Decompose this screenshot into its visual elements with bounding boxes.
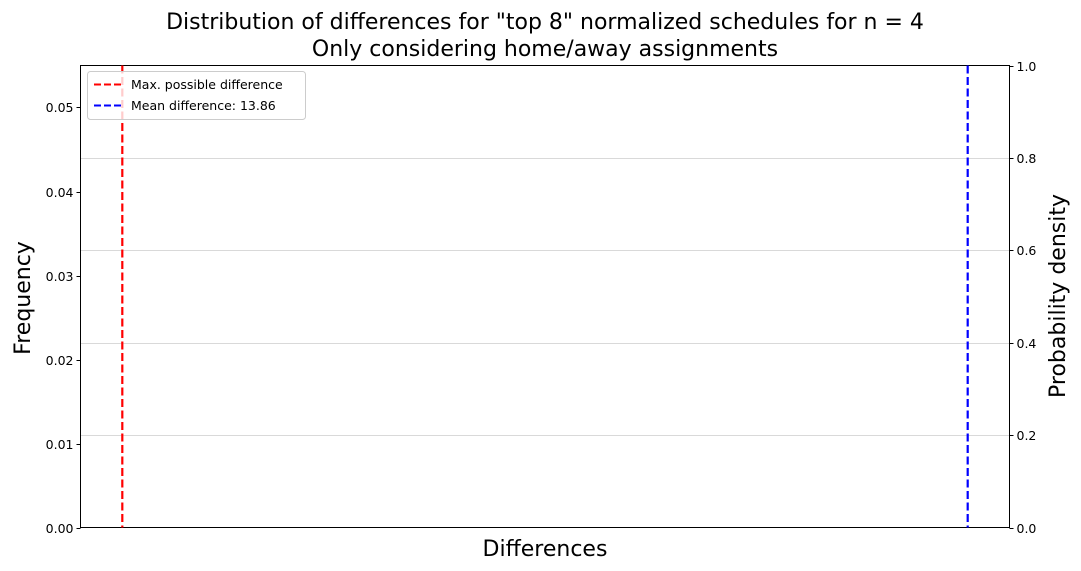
y-tick-label: 0.03 bbox=[46, 269, 74, 284]
y2-tick-label: 0.8 bbox=[1017, 151, 1037, 166]
plot-area-frame bbox=[80, 65, 1010, 528]
legend-box bbox=[87, 71, 306, 120]
y-tick-label: 0.02 bbox=[46, 353, 74, 368]
y2-tick-label: 0.0 bbox=[1017, 521, 1037, 536]
y-axis-left: 0.00 0.01 0.02 0.03 0.04 0.05 bbox=[46, 100, 81, 536]
y-tick-label: 0.00 bbox=[46, 521, 74, 536]
reference-lines bbox=[121, 65, 969, 528]
grid-lines bbox=[80, 158, 1010, 436]
y2-tick-label: 0.2 bbox=[1017, 428, 1037, 443]
y-tick-label: 0.05 bbox=[46, 100, 74, 115]
legend-label-mean: Mean difference: 13.86 bbox=[131, 98, 276, 113]
y2-tick-label: 0.6 bbox=[1017, 243, 1037, 258]
y2-tick-label: 0.4 bbox=[1017, 336, 1037, 351]
legend-label-max: Max. possible difference bbox=[131, 77, 283, 92]
y2-axis-label: Probability density bbox=[1046, 194, 1071, 398]
legend: Max. possible difference Mean difference… bbox=[87, 71, 306, 120]
chart-subtitle: Only considering home/away assignments bbox=[312, 37, 778, 62]
y-tick-label: 0.04 bbox=[46, 185, 74, 200]
y-axis-label: Frequency bbox=[11, 241, 36, 355]
x-axis-label: Differences bbox=[483, 537, 608, 562]
y-axis-right: 0.0 0.2 0.4 0.6 0.8 1.0 bbox=[1009, 59, 1037, 536]
y-tick-label: 0.01 bbox=[46, 437, 74, 452]
chart-title: Distribution of differences for "top 8" … bbox=[166, 10, 924, 35]
y2-tick-label: 1.0 bbox=[1017, 59, 1037, 74]
